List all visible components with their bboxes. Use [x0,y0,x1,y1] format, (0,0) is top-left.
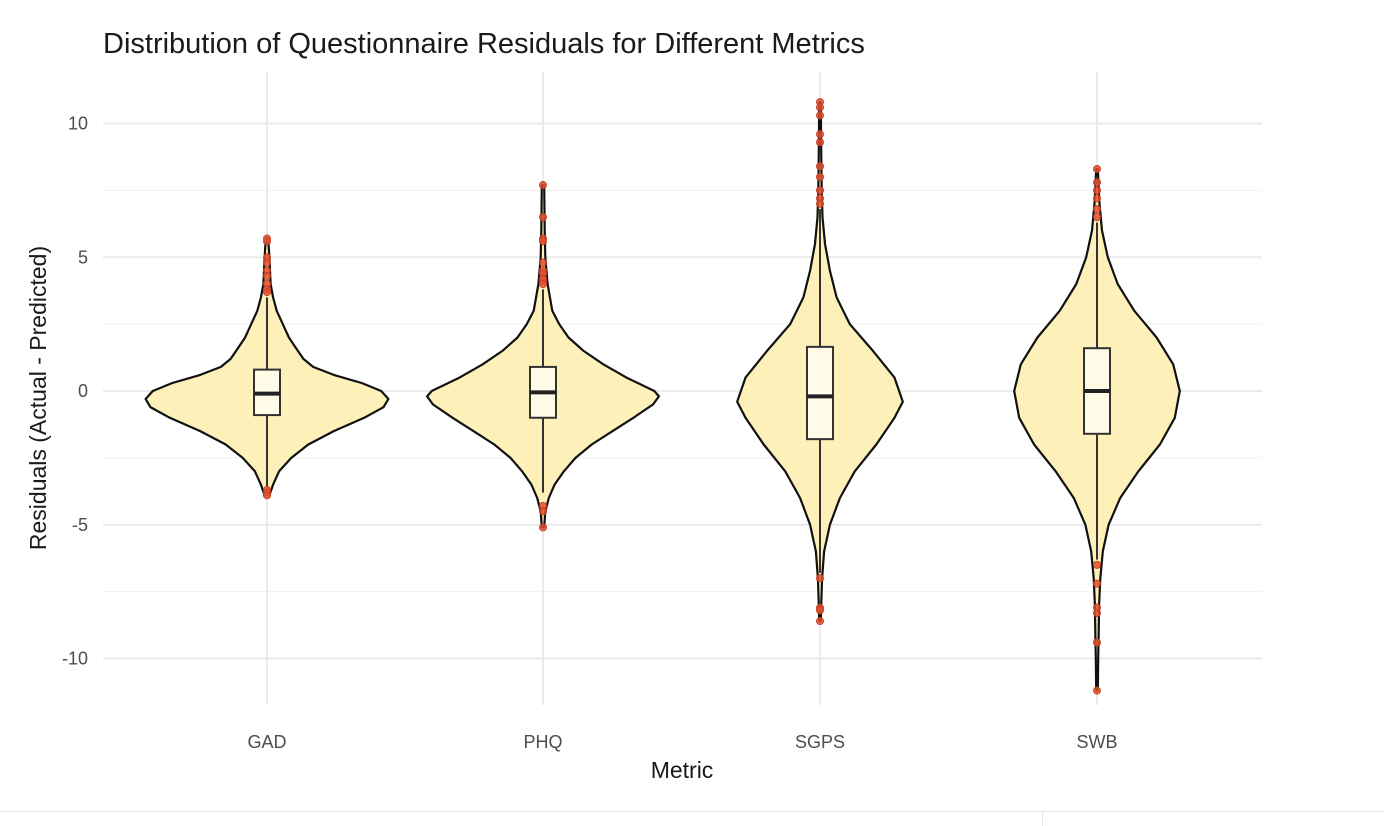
y-tick-label: 10 [68,114,88,134]
outlier-point [1093,205,1102,214]
outlier-point [262,271,271,280]
outlier-point [816,199,825,208]
chart-title: Distribution of Questionnaire Residuals … [103,28,865,60]
bottom-divider-tick [1042,812,1043,826]
y-tick-label: -5 [72,515,88,535]
outlier-point [262,491,271,500]
x-tick-label: SWB [1076,732,1117,752]
violin-group-gad [144,234,390,500]
outlier-point [539,523,548,532]
outlier-point [262,288,271,297]
outlier-point [262,258,271,267]
box [806,345,834,441]
outlier-point [1093,609,1102,618]
outlier-point [1093,164,1102,173]
outlier-point [816,574,825,583]
violin-group-sgps [736,98,904,626]
outlier-point [816,617,825,626]
outlier-point [539,181,548,190]
outlier-point [539,213,548,222]
outlier-point [262,237,271,246]
y-tick-label: 0 [78,381,88,401]
x-tick-label: GAD [247,732,286,752]
outlier-point [1093,213,1102,222]
outlier-point [816,103,825,112]
outlier-point [816,162,825,171]
outlier-point [539,507,548,516]
y-tick-label: -10 [62,649,88,669]
outlier-point [816,130,825,139]
y-tick-label: 5 [78,247,88,267]
outlier-point [1093,686,1102,695]
y-axis-title: Residuals (Actual - Predicted) [25,246,51,550]
outlier-point [1093,178,1102,187]
x-tick-label: SGPS [795,732,845,752]
x-axis-title: Metric [651,757,714,783]
outlier-point [1093,638,1102,647]
x-tick-label: PHQ [523,732,562,752]
outlier-point [1093,579,1102,588]
bottom-divider [0,811,1384,812]
outlier-point [539,279,548,288]
violin-group-swb [1013,164,1181,695]
outlier-point [816,138,825,147]
outlier-point [816,606,825,615]
outlier-point [1093,560,1102,569]
outlier-point [1093,194,1102,203]
violins [144,98,1181,695]
outlier-point [539,237,548,246]
outlier-point [816,186,825,195]
violin-group-phq [426,181,660,532]
outlier-point [1093,186,1102,195]
outlier-point [816,111,825,120]
tick-labels: 10 5 0 -5 -10 GAD PHQ SGPS SWB [62,114,1118,753]
outlier-point [539,258,548,267]
outlier-point [816,172,825,181]
